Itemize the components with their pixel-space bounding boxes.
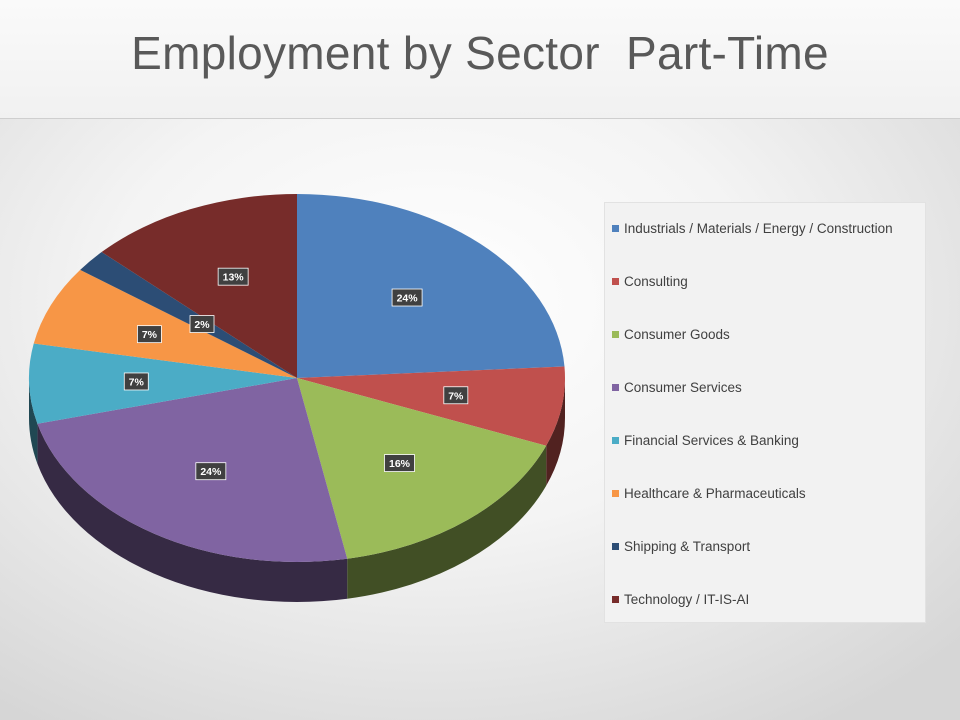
pie-slice-3: Consumer Goods: 16%: [297, 378, 547, 559]
data-label-text: 7%: [448, 390, 464, 402]
data-label-text: 7%: [129, 376, 145, 388]
legend-label: Consumer Services: [624, 379, 742, 395]
data-label-4: 24%: [195, 462, 227, 481]
legend: Industrials / Materials / Energy / Const…: [604, 202, 926, 623]
legend-label: Consulting: [624, 273, 688, 289]
pie-slice-5: Financial Services & Banking: 7%: [29, 343, 297, 424]
data-label-3: 16%: [384, 454, 415, 472]
pie-slice-8: Technology / IT-IS-AI: 13%: [101, 194, 297, 378]
legend-swatch: [612, 542, 619, 550]
legend-label: Healthcare & Pharmaceuticals: [624, 485, 806, 501]
legend-item: Financial Services & Banking: [612, 430, 799, 450]
title-band: Employment by Sector Part-Time: [0, 0, 960, 119]
data-label-text: 13%: [223, 272, 245, 284]
legend-label: Industrials / Materials / Energy / Const…: [624, 220, 893, 236]
legend-swatch: [612, 595, 619, 603]
legend-label: Shipping & Transport: [624, 538, 751, 554]
data-label-1: 24%: [391, 288, 423, 307]
legend-item: Industrials / Materials / Energy / Const…: [612, 218, 893, 238]
data-label-text: 16%: [389, 458, 411, 470]
data-label-2: 7%: [443, 386, 469, 405]
legend-swatch: [612, 330, 619, 338]
pie-side-2: [546, 378, 565, 486]
data-label-7: 2%: [189, 315, 215, 333]
data-label-6: 7%: [137, 325, 162, 344]
legend-label: Technology / IT-IS-AI: [624, 591, 750, 607]
pie-side-4: [37, 423, 348, 602]
legend-item: Shipping & Transport: [612, 536, 750, 556]
data-label-5: 7%: [123, 372, 149, 391]
pie-sides: [29, 378, 565, 602]
pie-slice-4: Consumer Services: 24%: [37, 378, 348, 562]
pie-slice-7: Shipping & Transport: 2%: [80, 252, 298, 378]
pie-slices: Industrials / Materials / Energy / Const…: [29, 194, 565, 562]
legend-item: Consumer Services: [612, 377, 742, 397]
pie-side-5: [29, 378, 38, 464]
pie-data-labels: 24% 7% 16% 24% 7% 7% 2% 13%: [123, 267, 469, 481]
legend-swatch: [612, 224, 619, 232]
legend-label: Consumer Goods: [624, 326, 730, 342]
legend-swatch: [612, 277, 619, 285]
pie-slice-6: Healthcare & Pharmaceuticals: 7%: [33, 269, 297, 378]
pie-side-3: [347, 445, 547, 599]
legend-swatch: [612, 489, 619, 497]
legend-item: Technology / IT-IS-AI: [612, 589, 749, 609]
pie-slice-2: Consulting: 7%: [297, 366, 565, 446]
data-label-text: 24%: [200, 466, 222, 478]
legend-swatch: [612, 436, 619, 444]
legend-item: Healthcare & Pharmaceuticals: [612, 483, 806, 503]
data-label-text: 2%: [194, 319, 210, 331]
pie-slice-1: Industrials / Materials / Energy / Const…: [297, 194, 565, 378]
data-label-8: 13%: [217, 267, 249, 286]
pie-chart: Industrials / Materials / Energy / Const…: [29, 194, 565, 602]
legend-item: Consulting: [612, 271, 688, 291]
data-label-text: 24%: [397, 293, 419, 305]
legend-item: Consumer Goods: [612, 324, 730, 344]
legend-swatch: [612, 383, 619, 391]
chart-title: Employment by Sector Part-Time: [131, 27, 829, 79]
legend-label: Financial Services & Banking: [624, 432, 799, 448]
data-label-text: 7%: [142, 329, 158, 341]
